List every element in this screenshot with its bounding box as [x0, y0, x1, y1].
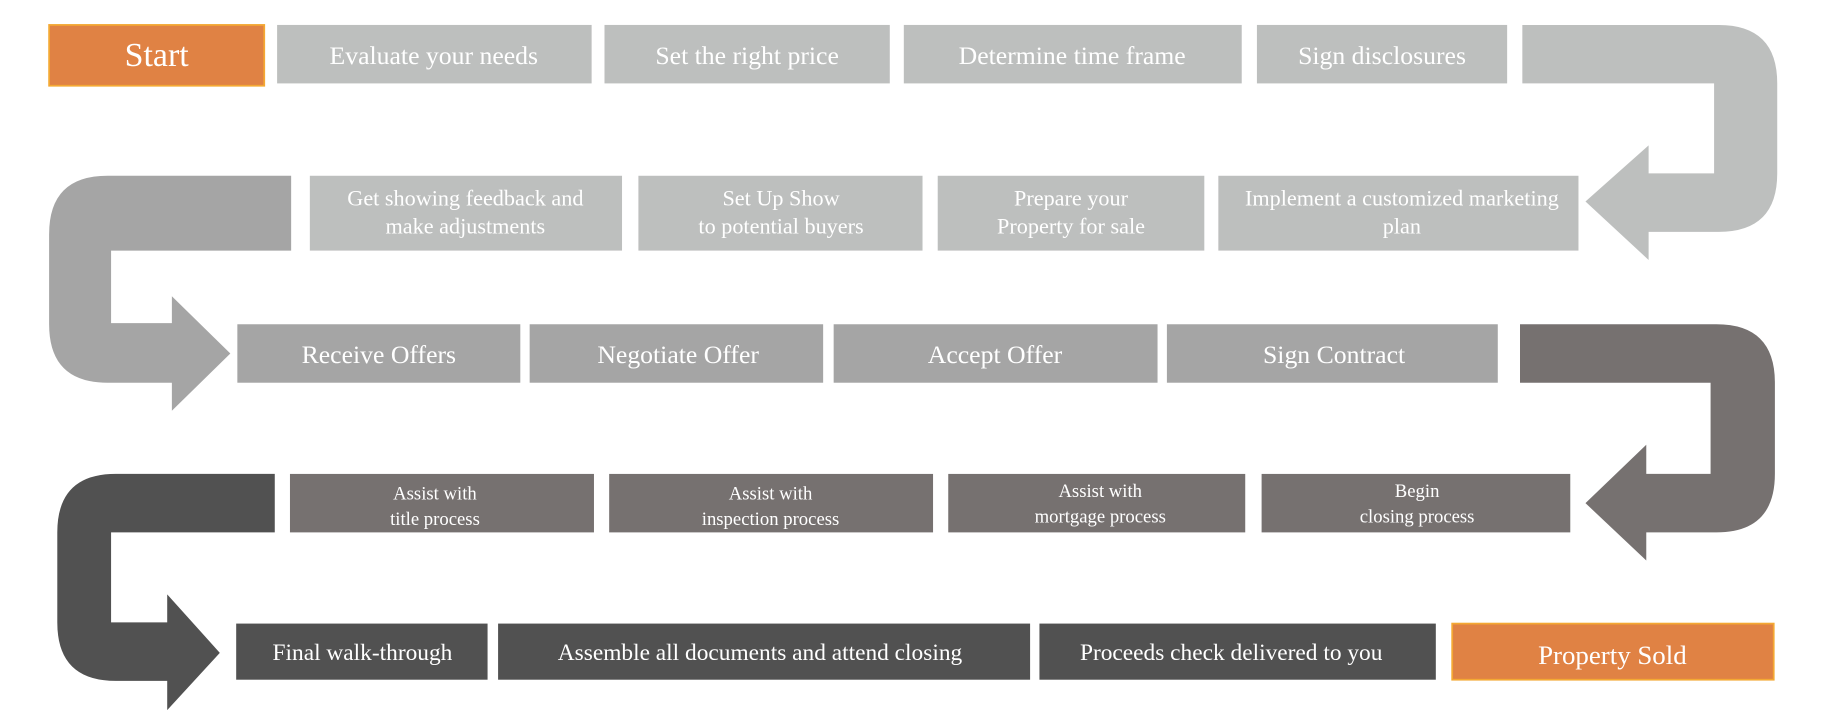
step-accept-offer: Accept Offer: [833, 324, 1158, 383]
step-label-line2: inspection process: [702, 509, 840, 530]
step-label-line2: make adjustments: [385, 214, 545, 239]
step-receive-offers: Receive Offers: [237, 324, 521, 383]
step-label-line1: Begin: [1395, 481, 1440, 502]
step-label-line2: Property for sale: [997, 214, 1145, 239]
step-label-line1: Assist with: [729, 483, 813, 504]
step-showing-feedback: Get showing feedback and make adjustment…: [309, 175, 623, 251]
step-label: Evaluate your needs: [330, 41, 539, 70]
step-label-line1: Implement a customized marketing: [1245, 185, 1559, 210]
step-label-line1: Set Up Show: [722, 185, 839, 210]
step-label: Set the right price: [655, 41, 839, 70]
step-negotiate-offer: Negotiate Offer: [529, 324, 824, 383]
step-evaluate-needs: Evaluate your needs: [277, 24, 592, 84]
step-label-line2: plan: [1383, 214, 1421, 239]
step-label-line1: Prepare your: [1014, 185, 1129, 210]
step-sign-disclosures: Sign disclosures: [1256, 24, 1508, 84]
step-label: Proceeds check delivered to you: [1080, 640, 1383, 666]
step-mortgage-process: Assist with mortgage process: [948, 473, 1246, 533]
step-marketing-plan: Implement a customized marketing plan: [1218, 175, 1579, 251]
step-label-line2: to potential buyers: [698, 214, 863, 239]
u-turn-arrow-row4-to-row5: [57, 473, 275, 711]
step-label-line1: Get showing feedback and: [347, 185, 583, 210]
step-title-process: Assist with title process: [289, 473, 594, 533]
step-label-line1: Assist with: [1058, 481, 1142, 502]
start-step: Start: [48, 24, 266, 87]
step-label-line2: closing process: [1360, 507, 1475, 528]
step-label: Determine time frame: [959, 41, 1186, 70]
step-label: Accept Offer: [928, 340, 1063, 369]
step-assemble-documents: Assemble all documents and attend closin…: [498, 623, 1031, 680]
step-prepare-property: Prepare your Property for sale: [937, 175, 1205, 251]
u-turn-arrow-row2-to-row3: [49, 175, 292, 411]
step-label: Sign disclosures: [1298, 41, 1466, 70]
step-label-line2: mortgage process: [1035, 507, 1166, 528]
step-final-walkthrough: Final walk-through: [236, 623, 488, 680]
end-step-property-sold: Property Sold: [1451, 622, 1775, 681]
step-sign-contract: Sign Contract: [1166, 324, 1498, 383]
step-label-line1: Assist with: [393, 483, 477, 504]
step-proceeds-check: Proceeds check delivered to you: [1039, 623, 1436, 680]
step-label-line2: title process: [390, 509, 480, 530]
step-inspection-process: Assist with inspection process: [609, 473, 934, 533]
step-set-up-show: Set Up Show to potential buyers: [638, 175, 923, 251]
step-closing-process: Begin closing process: [1261, 473, 1571, 533]
step-time-frame: Determine time frame: [903, 24, 1242, 84]
step-label: Assemble all documents and attend closin…: [558, 640, 963, 666]
step-label: Sign Contract: [1263, 340, 1405, 369]
u-turn-arrow-row3-to-row4: [1520, 324, 1775, 561]
start-label: Start: [125, 37, 190, 74]
step-label: Receive Offers: [302, 340, 456, 369]
step-set-price: Set the right price: [604, 24, 890, 84]
step-label: Negotiate Offer: [597, 340, 759, 369]
end-label: Property Sold: [1538, 640, 1687, 670]
step-label: Final walk-through: [273, 640, 453, 666]
u-turn-arrow-row1-to-row2: [1522, 24, 1778, 260]
